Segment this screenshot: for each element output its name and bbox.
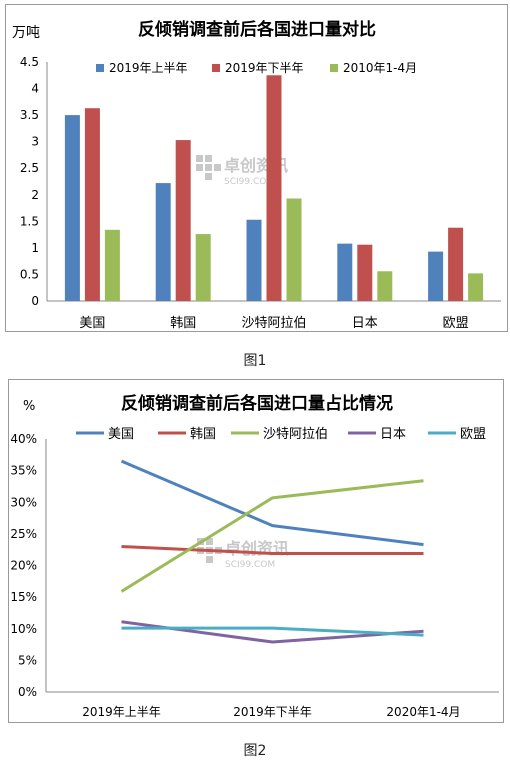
x-tick-label: 2019年上半年 <box>82 705 161 719</box>
chart-title: 反倾销调查前后各国进口量占比情况 <box>121 393 393 414</box>
chart-title: 反倾销调查前后各国进口量对比 <box>138 19 376 40</box>
y-tick-label: 35% <box>10 464 37 478</box>
legend-label: 2010年1-4月 <box>343 61 417 75</box>
line-chart-panel: 卓创资讯 SCI99.COM 反倾销调查前后各国进口量占比情况 % 美国 韩国 沙特… <box>8 379 504 723</box>
bar <box>266 75 282 302</box>
y-tick-label: 0 <box>31 294 39 308</box>
y-axis-unit-label: 万吨 <box>12 25 40 41</box>
y-tick-label: 1.5 <box>20 214 39 228</box>
legend-label: 2019年下半年 <box>225 61 304 75</box>
figure-caption-1: 图1 <box>243 353 267 369</box>
watermark-subtext: SCI99.COM <box>224 177 274 187</box>
bar <box>104 229 120 301</box>
bar <box>377 271 393 301</box>
series-line <box>120 479 424 593</box>
y-tick-label: 0% <box>18 685 37 699</box>
x-tick-label: 2020年1-4月 <box>386 705 460 719</box>
legend-swatch <box>330 64 338 72</box>
y-tick-label: 1 <box>31 241 39 255</box>
watermark-subtext: SCI99.COM <box>225 560 275 570</box>
y-tick-label: 0.5 <box>20 267 39 281</box>
series-line <box>120 459 424 547</box>
watermark-logo-icon <box>196 155 221 180</box>
bar <box>64 115 80 301</box>
bar-chart-panel: 卓创资讯 SCI99.COM 反倾销调查前后各国进口量对比 万吨 2019年上半… <box>5 4 508 332</box>
y-tick-label: 40% <box>10 432 37 446</box>
series-line <box>121 545 424 555</box>
y-tick-label: 10% <box>10 622 37 636</box>
y-tick-label: 25% <box>10 527 37 541</box>
y-tick-label: 4 <box>31 82 39 96</box>
x-tick-label: 2019年下半年 <box>233 705 312 719</box>
x-tick-label: 沙特阿拉伯 <box>241 316 306 331</box>
legend-label: 2019年上半年 <box>109 61 188 75</box>
y-tick-label: 5% <box>18 653 37 667</box>
bar <box>246 219 262 301</box>
y-tick-label: 20% <box>10 559 37 573</box>
bar <box>195 234 211 301</box>
series-line <box>121 626 424 637</box>
x-tick-label: 韩国 <box>170 316 196 331</box>
y-tick-label: 2.5 <box>20 161 39 175</box>
y-tick-label: 3.5 <box>20 108 39 122</box>
bar <box>286 198 302 301</box>
bar <box>337 243 353 301</box>
legend-label: 欧盟 <box>460 427 486 442</box>
x-tick-label: 日本 <box>352 316 378 331</box>
y-axis-unit-label: % <box>23 399 35 414</box>
x-tick-label: 美国 <box>79 316 105 331</box>
bar <box>175 140 191 301</box>
legend-label: 日本 <box>380 427 406 442</box>
watermark-text: 卓创资讯 <box>225 539 289 558</box>
legend-label: 美国 <box>108 427 134 442</box>
bar <box>448 227 464 301</box>
bar <box>468 273 484 301</box>
y-tick-label: 2 <box>31 188 39 202</box>
legend-label: 韩国 <box>190 427 216 442</box>
legend-label: 沙特阿拉伯 <box>263 427 328 442</box>
legend-swatch <box>96 64 104 72</box>
y-tick-label: 30% <box>10 495 37 509</box>
legend-swatch <box>212 64 220 72</box>
y-tick-label: 4.5 <box>20 55 39 69</box>
y-tick-label: 3 <box>31 135 39 149</box>
y-tick-label: 15% <box>10 590 37 604</box>
figure-caption-2: 图2 <box>243 743 267 759</box>
bar <box>155 183 171 301</box>
bar <box>357 244 373 301</box>
x-tick-label: 欧盟 <box>443 316 469 331</box>
bar <box>84 108 100 301</box>
line-chart: 卓创资讯 SCI99.COM 反倾销调查前后各国进口量占比情况 % 美国 韩国 沙特… <box>10 393 499 719</box>
bar-chart: 卓创资讯 SCI99.COM 反倾销调查前后各国进口量对比 万吨 2019年上半… <box>12 19 501 331</box>
bar <box>428 251 444 301</box>
